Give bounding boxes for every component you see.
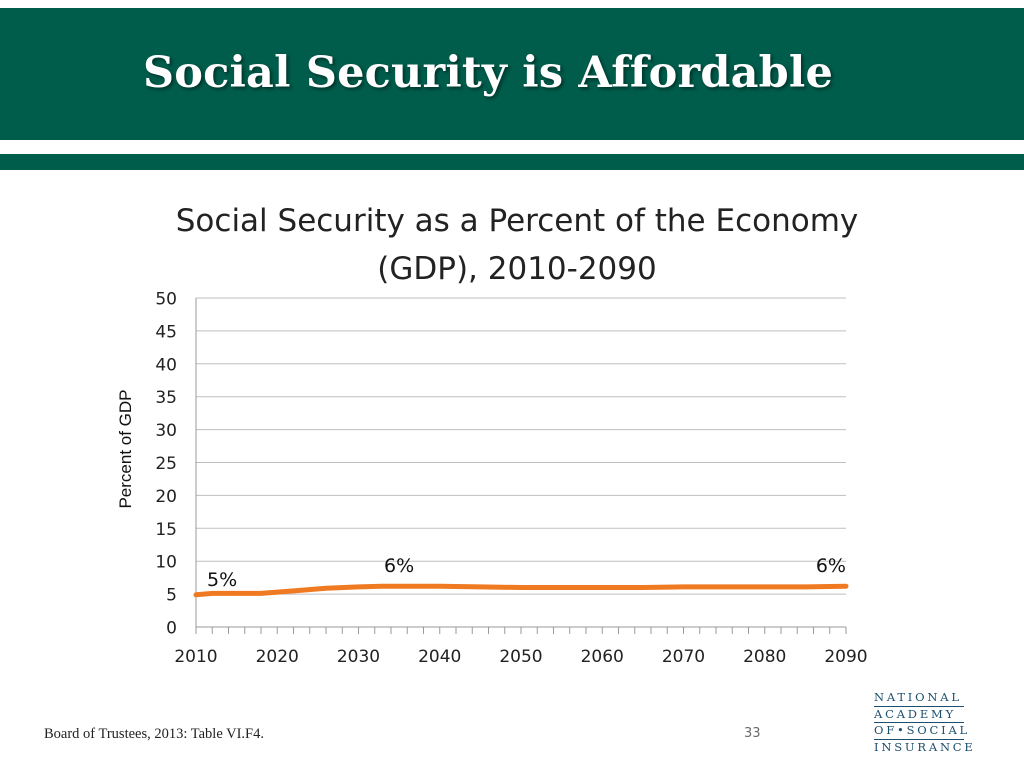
y-tick-label: 10 [155,553,177,573]
source-footnote: Board of Trustees, 2013: Table VI.F4. [44,726,264,742]
x-tick-label: 2090 [824,647,867,667]
logo-rule-3 [874,738,964,740]
chart-title-line-2: (GDP), 2010-2090 [377,251,656,287]
page-number: 33 [744,726,761,741]
series-layer [193,583,849,598]
chart-title-line-1: Social Security as a Percent of the Econ… [176,203,858,239]
logo-rule-2 [874,722,964,723]
y-tick-label: 35 [155,388,177,408]
y-tick-label: 5 [166,586,177,606]
logo-line-1: NATIONAL [874,690,962,704]
x-tick-label: 2020 [256,647,299,667]
x-tick-label: 2030 [337,647,380,667]
logo-rule-1 [874,705,964,707]
x-tick-label: 2060 [581,647,624,667]
y-tick-label: 40 [155,355,177,375]
logo-line-2: ACADEMY [874,706,956,721]
x-tick-label: 2040 [418,647,461,667]
y-tick-label: 25 [155,454,177,474]
x-tick-label: 2010 [174,647,217,667]
x-tick-label: 2070 [662,647,705,667]
y-tick-label: 15 [155,520,177,540]
y-tick-label: 20 [155,487,177,507]
data-label: 6% [816,555,846,577]
data-label: 5% [207,569,237,591]
y-tick-label: 45 [155,322,177,342]
data-label: 6% [384,555,414,577]
y-tick-label: 0 [166,619,177,639]
logo-line-4: INSURANCE [874,739,976,754]
x-tick-label: 2050 [499,647,542,667]
y-axis-label: Percent of GDP [116,389,135,508]
axes: 0 5 10 15 20 25 30 35 40 45 50 2010 2020 2030 2040 2050… [155,290,867,668]
y-tick-label: 30 [155,421,177,441]
data-labels: 5% 6% 6% [207,555,846,591]
gridlines [196,297,846,595]
header-band [0,8,1024,140]
nasi-logo: NATIONAL ACADEMY OF•SOCIAL INSURANCE [874,690,976,755]
header-stripe [0,154,1024,170]
y-tick-label: 50 [155,290,177,310]
slide-title: Social Security is Affordable [143,48,834,98]
logo-line-3: OF•SOCIAL [874,723,970,737]
x-tick-label: 2080 [743,647,786,667]
series-line-0 [193,583,849,598]
